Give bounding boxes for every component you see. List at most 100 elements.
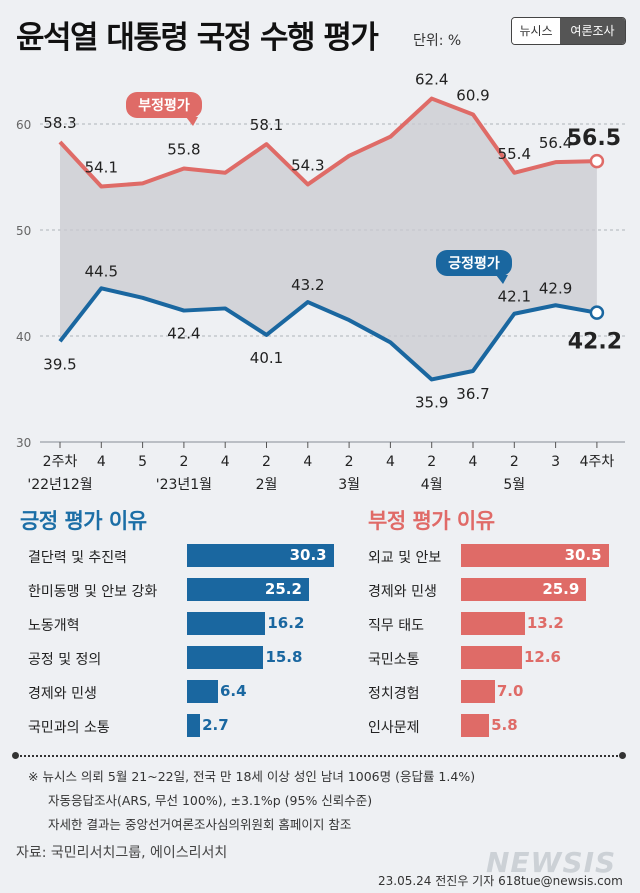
source-text: 자료: 국민리서치그룹, 에이스리서치 bbox=[16, 845, 228, 861]
survey-note: ※ 뉴시스 의뢰 5월 21~22일, 전국 만 18세 이상 성인 남녀 10… bbox=[28, 769, 476, 784]
positive-value-label: 42.2 bbox=[568, 330, 622, 355]
positive-value-label: 39.5 bbox=[43, 355, 76, 373]
positive-reason-value: 2.7 bbox=[202, 716, 229, 734]
divider bbox=[16, 755, 622, 758]
positive-reason-bar bbox=[187, 612, 266, 635]
survey-note: 자동응답조사(ARS, 무선 100%), ±3.1%p (95% 신뢰수준) bbox=[48, 793, 373, 808]
positive-value-label: 42.1 bbox=[498, 288, 531, 306]
positive-value-label: 42.4 bbox=[167, 325, 200, 343]
positive-reason-bar bbox=[187, 544, 334, 567]
negative-line bbox=[58, 96, 597, 189]
x-group-label: '23년1월 bbox=[156, 477, 212, 493]
positive-legend-text: 긍정평가 bbox=[448, 255, 500, 272]
x-tick-label: 4 bbox=[221, 454, 230, 470]
negative-reason-bar bbox=[461, 578, 587, 601]
negative-reason-label: 경제와 민생 bbox=[368, 584, 437, 600]
positive-value-label: 35.9 bbox=[415, 393, 448, 411]
approval-line-chart: 60 50 40 30 58.3 54.1 55.8 58.1 54.3 62.4 60.9 55.4… bbox=[16, 71, 625, 493]
unit-label: 단위: % bbox=[413, 33, 462, 49]
negative-value-label: 58.3 bbox=[43, 114, 76, 132]
source-badge: 뉴시스 여론조사 bbox=[511, 17, 626, 45]
negative-value-label: 56.5 bbox=[567, 126, 621, 151]
positive-reason-label: 공정 및 정의 bbox=[28, 652, 102, 668]
positive-value-label: 36.7 bbox=[456, 385, 489, 403]
x-tick-label: 2주차 bbox=[43, 454, 78, 470]
x-tick-label: 2 bbox=[262, 454, 271, 470]
badge-type: 여론조사 bbox=[560, 18, 625, 44]
negative-reason-value: 5.8 bbox=[491, 716, 518, 734]
negative-legend-text: 부정평가 bbox=[138, 97, 190, 114]
x-tick-label: 3 bbox=[551, 454, 560, 470]
positive-line bbox=[58, 286, 598, 382]
negative-reason-value: 7.0 bbox=[496, 682, 524, 700]
negative-reason-label: 인사문제 bbox=[368, 720, 420, 736]
negative-end-marker bbox=[589, 153, 605, 169]
negative-value-label: 62.4 bbox=[415, 71, 448, 89]
negative-legend-pointer bbox=[186, 117, 198, 126]
badge-brand: 뉴시스 bbox=[512, 18, 560, 44]
x-tick-label: 4 bbox=[303, 454, 312, 470]
positive-reason-value: 15.8 bbox=[265, 648, 303, 666]
positive-value-label: 44.5 bbox=[85, 262, 118, 280]
negative-reason-label: 직무 태도 bbox=[368, 618, 424, 634]
negative-reason-bar bbox=[461, 646, 522, 669]
x-tick-label: 4 bbox=[469, 454, 478, 470]
positive-reason-value: 30.3 bbox=[289, 546, 327, 564]
positive-reason-label: 노동개혁 bbox=[28, 618, 80, 634]
negative-reason-bar bbox=[461, 544, 609, 567]
x-tick-label: 4 bbox=[97, 454, 106, 470]
positive-reason-bar bbox=[187, 714, 201, 737]
positive-value-label: 40.1 bbox=[250, 349, 283, 367]
x-group-label: 3월 bbox=[338, 477, 360, 493]
page-title: 윤석열 대통령 국정 수행 평가 bbox=[16, 20, 379, 56]
negative-reason-bar bbox=[461, 714, 490, 737]
negative-reason-label: 국민소통 bbox=[368, 652, 420, 668]
positive-value-label: 43.2 bbox=[291, 276, 324, 294]
negative-reasons-title: 부정 평가 이유 bbox=[368, 509, 495, 533]
divider-dot bbox=[12, 752, 19, 759]
positive-reason-value: 6.4 bbox=[219, 682, 247, 700]
positive-legend-pointer bbox=[496, 275, 508, 284]
negative-legend-bubble bbox=[126, 92, 202, 118]
negative-reason-value: 13.2 bbox=[526, 614, 564, 632]
x-group-label: 2월 bbox=[256, 477, 278, 493]
x-group-label: 5월 bbox=[503, 477, 525, 493]
x-tick-label: 4 bbox=[386, 454, 395, 470]
credit-text: 23.05.24 전진우 기자 618tue@newsis.com bbox=[378, 874, 623, 888]
positive-reason-label: 한미동맹 및 안보 강화 bbox=[28, 584, 158, 600]
x-group-label: '22년12월 bbox=[27, 477, 92, 493]
positive-reason-label: 결단력 및 추진력 bbox=[28, 550, 128, 566]
negative-reason-label: 정치경험 bbox=[368, 686, 420, 702]
x-tick-label: 2 bbox=[510, 454, 519, 470]
y-tick-label: 30 bbox=[16, 436, 31, 450]
survey-note: 자세한 결과는 중앙선거여론조사심의위원회 홈페이지 참조 bbox=[48, 817, 352, 832]
negative-reason-bar bbox=[461, 612, 525, 635]
negative-value-label: 54.3 bbox=[291, 156, 324, 174]
negative-value-label: 58.1 bbox=[250, 116, 283, 134]
negative-reason-value: 25.9 bbox=[542, 580, 580, 598]
x-tick-label: 2 bbox=[427, 454, 436, 470]
y-tick-label: 50 bbox=[16, 224, 31, 238]
negative-reason-bar bbox=[461, 680, 495, 703]
positive-reasons-title: 긍정 평가 이유 bbox=[20, 509, 147, 533]
positive-legend-bubble bbox=[436, 250, 512, 276]
positive-reason-bar bbox=[187, 680, 218, 703]
positive-reason-bar bbox=[187, 578, 309, 601]
x-tick-label: 2 bbox=[345, 454, 354, 470]
positive-value-label: 42.9 bbox=[539, 279, 572, 297]
negative-reason-value: 30.5 bbox=[564, 546, 602, 564]
negative-value-label: 55.8 bbox=[167, 141, 200, 159]
negative-value-label: 55.4 bbox=[498, 145, 531, 163]
positive-reason-label: 경제와 민생 bbox=[28, 686, 97, 702]
watermark: NEWSIS bbox=[486, 846, 617, 879]
positive-reason-label: 국민과의 소통 bbox=[28, 720, 110, 736]
x-tick-label: 5 bbox=[138, 454, 147, 470]
gap-area bbox=[60, 98, 597, 380]
positive-reason-bar bbox=[187, 646, 264, 669]
x-tick-label: 4주차 bbox=[580, 454, 615, 470]
x-tick-label: 2 bbox=[179, 454, 188, 470]
positive-reason-value: 25.2 bbox=[264, 580, 302, 598]
negative-reason-label: 외교 및 안보 bbox=[368, 550, 442, 566]
negative-value-label: 60.9 bbox=[456, 86, 489, 104]
positive-end-marker bbox=[589, 305, 605, 320]
